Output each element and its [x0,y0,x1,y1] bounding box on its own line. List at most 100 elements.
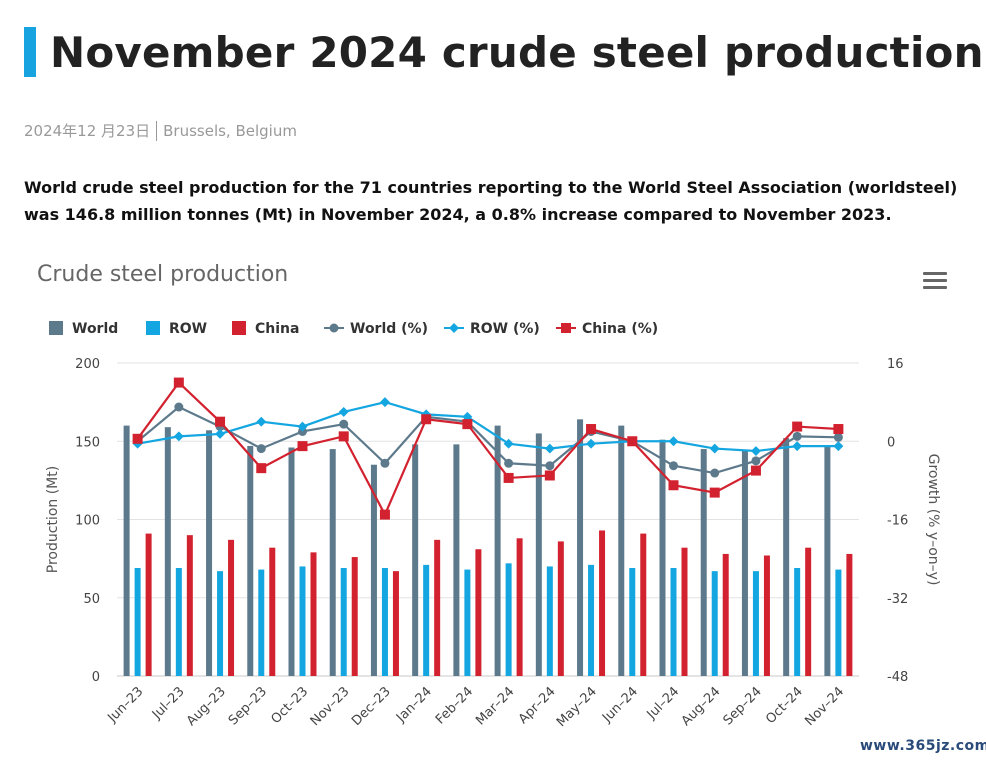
chart-title: Crude steel production [37,262,289,287]
x-tick-label: Jul–24 [644,684,683,723]
bar-row-10 [546,566,553,676]
point-row-16 [792,441,803,452]
legend-swatch-world [49,321,63,335]
line-row [137,400,839,453]
x-tick-label: Dec–23 [349,684,394,729]
bar-china-4 [310,552,317,676]
bar-world-15 [741,450,748,676]
point-china-6 [379,509,390,520]
point-row-3 [256,416,267,427]
bar-china-9 [516,538,523,676]
y-right-tick-label: -16 [887,514,908,529]
line-china [136,380,839,518]
x-tick-label: Mar–24 [473,684,517,728]
bar-row-14 [711,571,718,676]
bar-china-13 [681,547,688,676]
point-row-10 [544,443,555,454]
bar-world-17 [824,445,831,676]
point-china-3 [256,463,267,474]
x-tick-label: Sep–23 [226,684,270,728]
bar-row-13 [670,568,677,676]
point-china-0 [132,433,143,444]
bar-row-11 [588,564,595,676]
x-tick-label: Oct–23 [269,684,312,727]
legend-label-row[interactable]: ROW [169,321,207,337]
point-world-9 [504,458,514,468]
bar-world-8 [453,444,460,676]
legend-swatch-china [232,321,246,335]
point-row-2 [215,428,226,439]
legend-label-world[interactable]: World [72,321,118,337]
x-tick-label: May–24 [554,684,600,730]
bar-world-7 [412,444,419,676]
bar-row-12 [629,568,636,676]
bar-china-0 [145,533,152,676]
y-right-axis-title: Growth (% y–on–y) [925,454,941,586]
y-right-tick-label: -48 [887,670,908,685]
legend-label-world[interactable]: World (%) [350,321,428,337]
legend-label-china[interactable]: China [255,321,299,337]
point-china-16 [792,421,803,432]
bar-china-16 [805,547,812,676]
bar-row-1 [175,568,182,676]
x-tick-label: Apr–24 [516,684,559,727]
lead-paragraph: World crude steel production for the 71 … [24,178,958,224]
x-tick-label: Jun–23 [104,684,146,726]
x-tick-label: Aug–24 [679,684,724,729]
point-row-6 [379,397,390,408]
bar-row-3 [258,569,265,676]
bar-world-5 [329,449,336,676]
point-china-11 [586,424,597,435]
point-world-15 [751,456,761,466]
legend-label-row[interactable]: ROW (%) [470,321,540,337]
legend-marker-world [329,323,339,333]
point-china-1 [173,377,184,388]
point-row-17 [833,441,844,452]
menu-line [923,272,947,275]
y-right-tick-label: 0 [887,435,895,450]
bar-world-2 [206,430,213,676]
x-tick-label: Aug–23 [184,684,229,729]
line-world [136,405,839,475]
x-tick-label: Sep–24 [721,684,765,728]
bar-row-9 [505,563,512,676]
point-row-11 [586,438,597,449]
y-left-tick-label: 50 [83,592,100,607]
x-tick-label: Feb–24 [433,684,476,727]
point-world-17 [833,432,843,442]
point-china-9 [503,472,514,483]
point-row-13 [668,436,679,447]
point-china-8 [462,419,473,430]
title-accent-bar [24,27,36,77]
bar-world-13 [659,439,666,676]
bar-row-15 [752,571,759,676]
bar-china-17 [846,553,853,676]
bar-world-3 [247,445,254,676]
bar-row-17 [835,569,842,676]
bar-china-6 [392,571,399,676]
meta-divider [156,120,158,141]
point-china-4 [297,441,308,452]
point-row-1 [173,431,184,442]
y-left-tick-label: 200 [75,357,100,372]
page-title: November 2024 crude steel production [50,27,984,77]
bar-china-2 [228,539,235,676]
bar-row-6 [381,568,388,676]
bar-china-14 [722,553,729,676]
point-china-2 [215,416,226,427]
watermark: www.365jz.com [860,738,986,754]
article-meta: 2024年12 月23日 Brussels, Belgium [24,120,297,141]
point-china-14 [709,487,720,498]
point-row-4 [297,421,308,432]
hamburger-menu-icon[interactable] [921,272,949,294]
point-world-14 [710,468,720,478]
legend-label-china[interactable]: China (%) [582,321,658,337]
bar-world-4 [288,447,295,676]
bar-world-0 [123,425,130,676]
point-world-16 [792,431,802,441]
legend-marker-row [449,323,459,333]
point-china-10 [544,470,555,481]
point-china-15 [750,465,761,476]
bar-china-3 [269,547,276,676]
bar-world-12 [618,425,625,676]
